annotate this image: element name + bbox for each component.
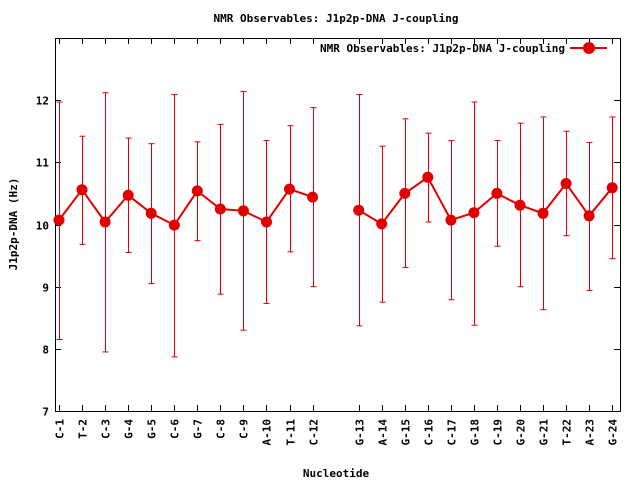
- data-point: [168, 219, 180, 231]
- x-tick-label: C-12: [308, 419, 321, 446]
- y-tick-label: 12: [36, 95, 49, 108]
- series-points: [53, 171, 618, 231]
- data-point: [537, 207, 549, 219]
- data-point: [237, 205, 249, 217]
- x-tick-label: G-7: [192, 419, 205, 439]
- data-point: [514, 199, 526, 211]
- data-point: [445, 214, 457, 226]
- data-point: [261, 216, 272, 228]
- x-tick-label: C-19: [492, 419, 505, 446]
- x-tick-label: C-8: [215, 419, 228, 439]
- x-tick-label: C-1: [54, 419, 67, 439]
- y-axis-label: J1p2p-DNA (Hz): [7, 178, 20, 271]
- x-tick-label: C-3: [100, 419, 113, 439]
- error-bars: [56, 90, 616, 358]
- data-point: [376, 218, 388, 230]
- data-point: [76, 184, 88, 196]
- data-point: [583, 210, 595, 222]
- y-axis: 7 8 9 10 11 12: [36, 95, 620, 419]
- data-point: [122, 189, 134, 201]
- data-point: [560, 178, 572, 189]
- x-tick-label: G-5: [146, 419, 159, 439]
- x-tick-label: G-20: [515, 419, 528, 446]
- x-tick-label: G-4: [123, 419, 136, 439]
- data-point: [491, 187, 503, 199]
- y-tick-label: 11: [36, 157, 50, 170]
- legend: NMR Observables: J1p2p-DNA J-coupling: [320, 42, 607, 55]
- chart-title: NMR Observables: J1p2p-DNA J-coupling: [213, 12, 458, 25]
- series-line-segment: [58, 187, 313, 227]
- x-tick-label: C-17: [446, 419, 459, 446]
- series-line: [58, 175, 613, 227]
- y-tick-label: 8: [42, 344, 49, 357]
- series-line-segment: [358, 175, 613, 226]
- x-tick-label: A-10: [261, 419, 274, 446]
- y-tick-label: 7: [42, 406, 49, 419]
- data-point: [399, 187, 411, 199]
- x-tick-label: C-9: [238, 419, 251, 439]
- x-tick-label: A-14: [377, 419, 390, 446]
- x-tick-label: G-18: [469, 419, 482, 446]
- x-tick-label: T-11: [285, 419, 298, 446]
- data-point: [284, 183, 295, 195]
- plot-frame: [55, 38, 621, 412]
- x-tick-label: G-13: [354, 419, 367, 446]
- data-point: [307, 191, 319, 203]
- x-tick-label: G-15: [400, 419, 413, 446]
- data-point: [214, 203, 226, 215]
- x-axis-label: Nucleotide: [303, 467, 370, 480]
- data-point: [145, 207, 157, 219]
- x-tick-label: T-22: [561, 419, 574, 446]
- data-point: [422, 171, 434, 183]
- data-point: [606, 182, 618, 194]
- x-tick-label: A-23: [584, 419, 597, 446]
- x-tick-label: G-24: [607, 419, 620, 446]
- data-point: [53, 214, 65, 226]
- legend-marker: [583, 42, 595, 54]
- data-point: [99, 216, 111, 228]
- x-tick-label: G-21: [538, 419, 551, 446]
- data-point: [468, 207, 480, 219]
- y-tick-label: 9: [42, 282, 49, 295]
- x-tick-label: C-16: [423, 419, 436, 446]
- data-point: [353, 204, 365, 216]
- x-axis: C-1 T-2 C-3 G-4 G-5 C-6 G-7 C-8 C-9 A-10 T-11 C-12 G…: [54, 38, 620, 446]
- legend-label: NMR Observables: J1p2p-DNA J-coupling: [320, 42, 565, 55]
- x-tick-label: T-2: [77, 419, 90, 439]
- x-tick-label: C-6: [169, 419, 182, 439]
- y-tick-label: 10: [36, 220, 49, 233]
- data-point: [191, 185, 203, 197]
